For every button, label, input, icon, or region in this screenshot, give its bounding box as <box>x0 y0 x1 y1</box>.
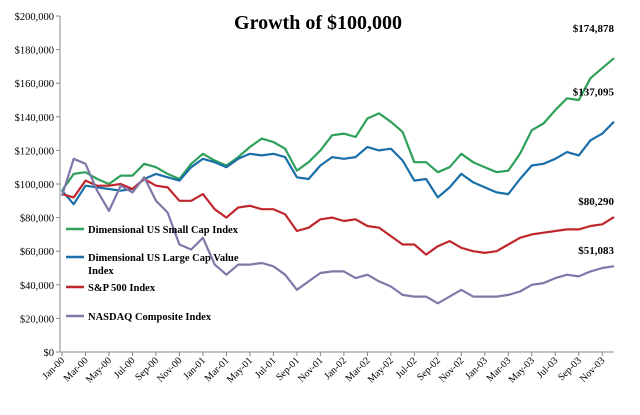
legend-label: NASDAQ Composite Index <box>88 312 212 323</box>
y-tick-label: $120,000 <box>15 146 54 157</box>
x-tick-label: May-01 <box>225 355 255 385</box>
x-tick-label: Nov-03 <box>578 355 607 384</box>
chart-title: Growth of $100,000 <box>234 12 402 34</box>
x-axis: Jan-00Mar-00May-00Jul-00Sep-00Nov-00Jan-… <box>40 351 614 386</box>
x-tick-label: Nov-02 <box>437 355 466 384</box>
x-tick-label: May-02 <box>366 355 396 385</box>
legend-label: S&P 500 Index <box>88 283 156 294</box>
y-tick-label: $60,000 <box>20 247 54 258</box>
end-value-label: $80,290 <box>578 196 614 208</box>
x-tick-label: Nov-00 <box>155 355 184 384</box>
y-tick-label: $200,000 <box>15 12 54 23</box>
series-line-1 <box>61 120 615 206</box>
series-line-2 <box>61 177 615 256</box>
end-labels: $174,878 $137,095 $80,290 $51,083 <box>573 23 615 257</box>
x-tick-label: May-03 <box>507 355 537 385</box>
series-line-0 <box>61 57 615 192</box>
legend-label: Dimensional US Large Cap Value Index <box>88 253 239 277</box>
series-line-3 <box>60 157 615 305</box>
x-tick-label: Nov-01 <box>296 355 325 384</box>
y-tick-label: $40,000 <box>20 281 54 292</box>
legend: Dimensional US Small Cap Index Dimensiona… <box>66 225 239 323</box>
legend-label: Dimensional US Small Cap Index <box>88 225 239 236</box>
end-value-label: $51,083 <box>578 245 614 257</box>
y-tick-label: $20,000 <box>20 314 54 325</box>
y-tick-label: $160,000 <box>15 79 54 90</box>
end-value-label: $137,095 <box>573 87 615 99</box>
y-tick-label: $0 <box>44 348 55 359</box>
y-tick-label: $80,000 <box>20 214 54 225</box>
y-axis: $0 $20,000 $40,000 $60,000 $80,000 $100,000 $1… <box>15 12 61 359</box>
x-tick-label: May-00 <box>84 355 114 385</box>
y-tick-label: $100,000 <box>15 180 54 191</box>
end-value-label: $174,878 <box>573 23 615 35</box>
y-tick-label: $140,000 <box>15 113 54 124</box>
series-layer <box>60 57 615 305</box>
y-tick-label: $180,000 <box>15 46 54 57</box>
